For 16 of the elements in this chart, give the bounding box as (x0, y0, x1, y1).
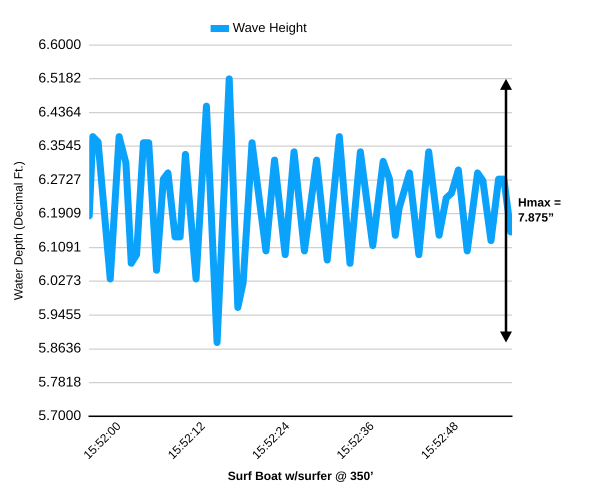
y-tick-label: 5.8636 (38, 340, 82, 356)
y-axis-title: Water Depth (Decimal Ft.) (12, 161, 26, 300)
y-tick-label: 6.2727 (38, 170, 82, 187)
y-tick-label: 6.6000 (38, 36, 82, 52)
y-tick-label: 6.0273 (38, 272, 82, 288)
y-tick-label: 6.5182 (38, 70, 82, 86)
y-tick-label: 6.1909 (38, 204, 82, 221)
y-tick-label: 6.3545 (38, 137, 82, 154)
legend-label: Wave Height (232, 20, 308, 36)
y-tick-label: 6.1091 (38, 238, 82, 254)
y-tick-label: 6.4364 (38, 103, 82, 120)
text: Hmax = 7.875” (518, 195, 562, 224)
x-axis-title: Surf Boat w/surfer @ 350’ (228, 469, 374, 484)
y-tick-label: 5.7818 (38, 373, 82, 390)
y-tick-label: 5.9455 (38, 306, 82, 322)
y-tick-label: 5.7000 (38, 407, 82, 424)
